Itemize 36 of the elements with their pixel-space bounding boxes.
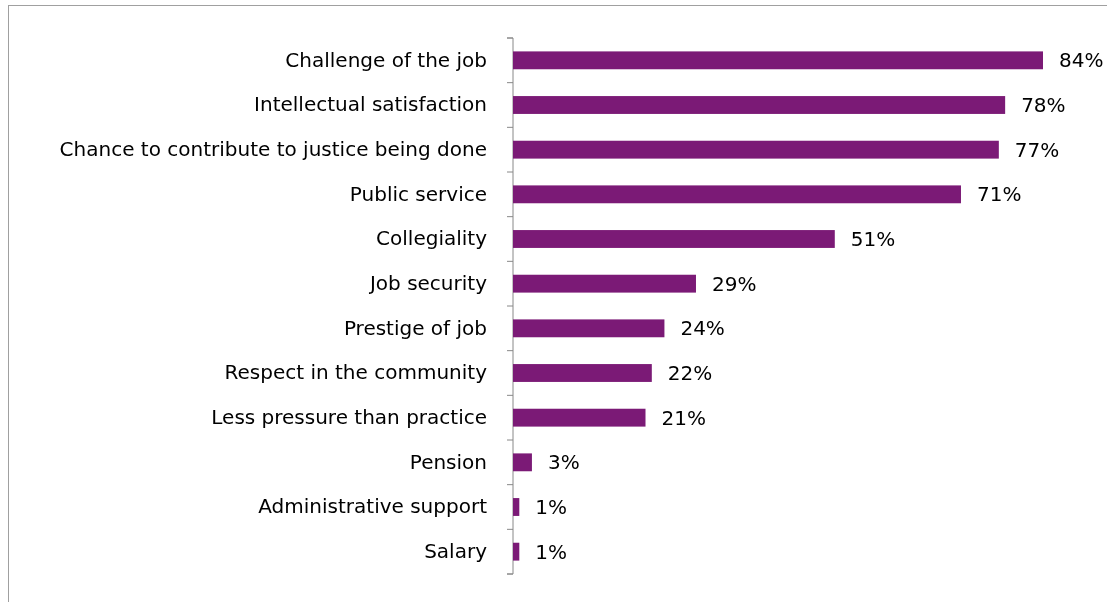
y-tick-label: Collegiality <box>376 226 488 251</box>
y-tick-label: Challenge of the job <box>285 47 487 72</box>
y-tick-label: Pension <box>409 449 487 474</box>
y-tick-label: Public service <box>349 181 487 206</box>
data-label: 84% <box>1059 48 1104 73</box>
data-label: 1% <box>535 495 568 519</box>
bar <box>513 319 665 338</box>
bar <box>513 274 696 293</box>
bar <box>513 230 835 248</box>
data-label: 51% <box>850 227 896 251</box>
bar <box>513 453 532 472</box>
bar <box>513 140 999 159</box>
data-label: 22% <box>667 361 713 385</box>
bar <box>513 364 652 382</box>
y-tick-label: Chance to contribute to justice being done <box>59 137 487 162</box>
y-tick-label: Salary <box>424 539 488 564</box>
bar <box>513 408 646 427</box>
y-tick-label: Prestige of job <box>343 315 487 340</box>
data-label: 29% <box>711 271 757 296</box>
data-label: 21% <box>661 405 706 430</box>
data-label: 77% <box>1014 137 1060 162</box>
data-label: 24% <box>680 316 725 341</box>
data-label: 78% <box>1021 93 1066 117</box>
bar <box>513 498 520 516</box>
y-tick-label: Intellectual satisfaction <box>254 92 487 117</box>
bar <box>513 542 520 561</box>
y-tick-label: Respect in the community <box>224 360 488 385</box>
data-label: 3% <box>547 450 580 475</box>
bar <box>513 51 1043 70</box>
y-tick-label: Less pressure than practice <box>211 405 487 430</box>
data-label: 71% <box>976 182 1022 207</box>
bar <box>513 185 961 204</box>
y-tick-label: Job security <box>367 271 488 296</box>
data-label: 1% <box>535 539 568 564</box>
y-tick-label: Administrative support <box>258 494 488 519</box>
bar <box>513 96 1006 114</box>
